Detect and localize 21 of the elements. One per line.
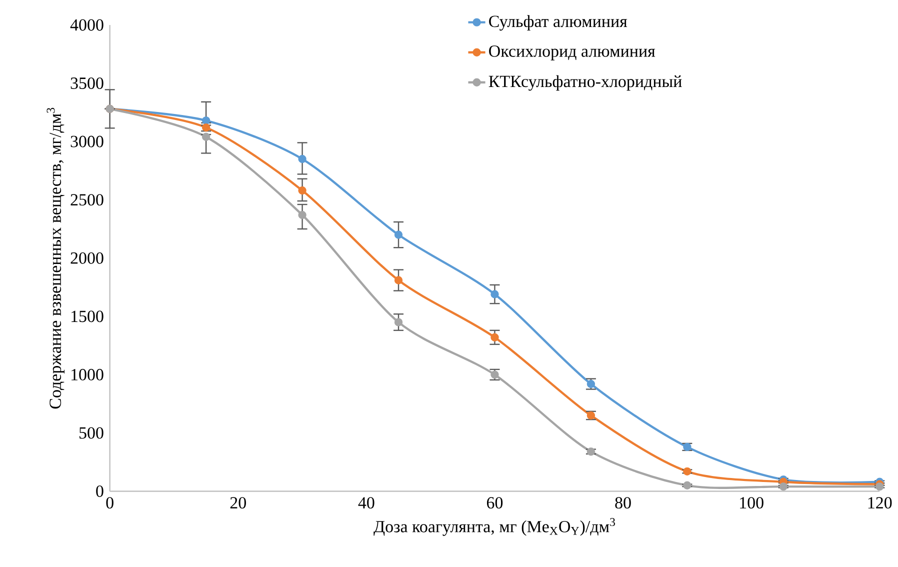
x-tick-label: 40	[358, 497, 374, 508]
x-tick-label: 80	[615, 497, 631, 508]
y-tick-label: 4000	[70, 19, 104, 31]
x-tick-label: 120	[868, 497, 892, 508]
x-tick-label: 0	[106, 497, 114, 508]
y-tick-label: 3000	[70, 136, 104, 148]
x-axis-title: Доза коагулянта, мг (Me$_{X}$O$_{Y}$)/дм$^{3}$	[374, 518, 616, 536]
y-axis-title: Содержание взвешенных веществ, мг/дм$^{3}$	[46, 108, 65, 409]
y-tick-label: 500	[80, 427, 104, 439]
y-tick-label: 0	[96, 485, 104, 497]
legend-label: КТКсульфатно-хлоридный	[488, 75, 682, 91]
y-tick-label: 3500	[70, 77, 104, 89]
y-tick-label: 2000	[70, 252, 104, 264]
x-tick-label: 100	[740, 497, 764, 508]
y-tick-label: 1500	[72, 310, 104, 322]
x-tick-label: 60	[486, 497, 503, 508]
legend-label: Оксихлорид алюминия	[489, 45, 656, 60]
y-tick-label: 1000	[72, 368, 104, 380]
y-tick-label: 2500	[70, 194, 104, 206]
x-tick-label: 20	[230, 497, 246, 508]
legend-label: Сульфат алюминия	[489, 15, 628, 31]
